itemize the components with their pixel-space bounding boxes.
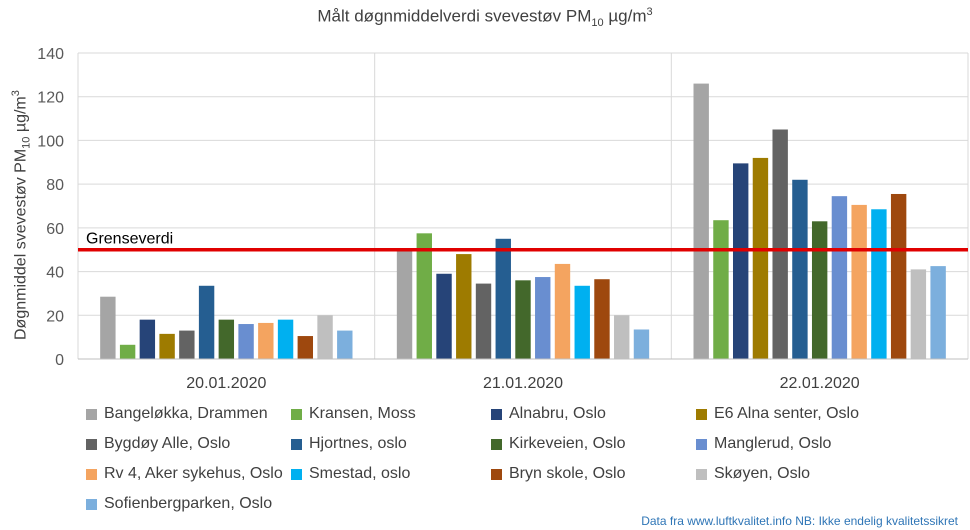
legend-label: Bryn skole, Oslo [509,465,626,482]
legend-swatch [491,468,502,480]
bar [119,344,136,359]
bar [851,204,867,359]
legend-swatch [491,438,502,450]
legend-item: Bryn skole, Oslo [491,465,625,483]
bar [574,285,590,359]
bar [297,336,314,359]
legend-item: Kransen, Moss [291,405,416,423]
legend-label: Sofienbergparken, Oslo [104,495,273,512]
legend-label: Manglerud, Oslo [714,435,832,452]
legend-item: Smestad, oslo [291,465,410,483]
bar [732,163,749,359]
legend-item: Kirkeveien, Oslo [491,435,626,453]
bar [416,233,432,359]
legend-item: Skøyen, Oslo [696,465,810,483]
legend-swatch [86,438,97,450]
legend-label: Smestad, oslo [309,465,411,482]
y-tick-label: 40 [46,265,64,282]
bar [614,315,630,359]
bar [890,193,907,359]
bar [554,263,571,359]
legend-swatch [86,408,97,420]
legend-item: Sofienbergparken, Oslo [86,495,272,513]
bar [100,296,116,359]
bar [713,220,729,359]
bar [693,83,709,359]
legend-label: E6 Alna senter, Oslo [714,405,859,422]
bar [515,280,531,359]
bar [436,273,452,359]
bar [792,179,808,359]
legend-item: Rv 4, Aker sykehus, Oslo [86,465,283,483]
legend-item: E6 Alna senter, Oslo [696,405,859,423]
bar [871,209,887,359]
legend-item: Bangeløkka, Drammen [86,405,268,423]
legend-label: Skøyen, Oslo [714,465,811,482]
legend-item: Manglerud, Oslo [696,435,831,453]
bar [535,277,551,359]
legend-swatch [696,408,707,420]
bar [139,319,156,359]
legend-swatch [86,498,97,510]
bar [238,324,254,359]
bar [159,333,175,359]
bar [772,129,788,359]
legend-label: Hjortnes, oslo [309,435,407,452]
legend-item: Alnabru, Oslo [491,405,606,423]
x-tick-label: 20.01.2020 [186,375,266,392]
legend-label: Kransen, Moss [309,405,416,422]
bar [594,279,610,359]
x-tick-label: 22.01.2020 [780,375,860,392]
legend-swatch [491,408,502,420]
legend-item: Hjortnes, oslo [291,435,407,453]
bar [633,329,650,359]
bar [475,283,492,359]
bar [179,330,195,359]
legend-swatch [86,468,97,480]
y-tick-label: 60 [46,221,64,238]
legend-swatch [696,438,707,450]
x-tick-label: 21.01.2020 [483,375,563,392]
bar [910,269,927,359]
bar [396,248,413,359]
y-tick-label: 120 [37,90,64,107]
legend-label: Bygdøy Alle, Oslo [104,435,231,452]
legend-label: Kirkeveien, Oslo [509,435,626,452]
y-tick-label: 140 [37,46,64,63]
chart-title: Målt døgnmiddelverdi svevestøv PM10 µg/m… [317,6,653,30]
legend-swatch [291,438,302,450]
y-tick-label: 80 [46,177,64,194]
y-tick-label: 100 [37,133,64,150]
bar [258,322,274,359]
bar [831,196,848,359]
bar [456,254,472,359]
y-tick-label: 20 [46,308,64,325]
source-note: Data fra www.luftkvalitet.info NB: Ikke … [641,514,958,528]
legend-swatch [291,468,302,480]
bar [930,266,946,359]
bar [218,319,235,359]
legend-item: Bygdøy Alle, Oslo [86,435,230,453]
legend-label: Rv 4, Aker sykehus, Oslo [104,465,283,482]
chart-plot: 0 20 40 60 80 100 120 140 20.01.2020 21.01.2020 22… [37,46,969,392]
legend-label: Alnabru, Oslo [509,405,606,422]
y-tick-label: 0 [55,352,64,369]
bar [337,330,353,359]
bar [752,157,769,359]
legend-label: Bangeløkka, Drammen [104,405,268,422]
bar [277,319,294,359]
bar [198,285,215,359]
bar [317,315,333,359]
legend-swatch [291,408,302,420]
reference-line-label: Grenseverdi [86,231,173,248]
bar [811,221,828,359]
legend-swatch [696,468,707,480]
bar [495,238,511,359]
